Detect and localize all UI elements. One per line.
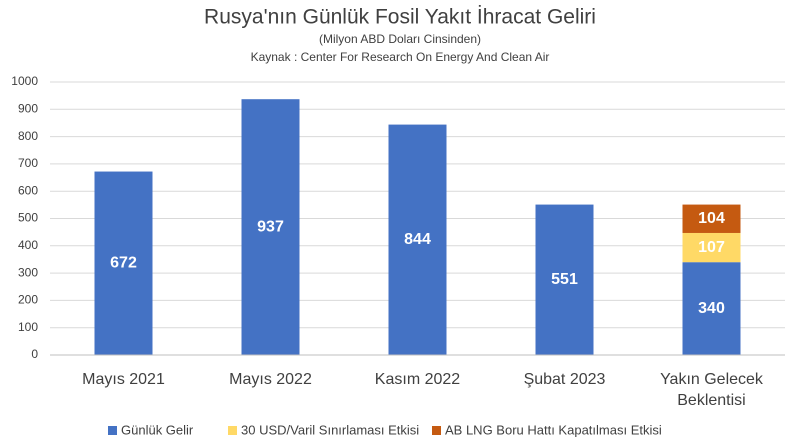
chart-source: Kaynak : Center For Research On Energy A… [251,50,550,64]
data-label: 340 [698,300,725,317]
y-tick-label: 200 [18,293,38,307]
legend-swatch [108,426,117,435]
data-label: 844 [404,231,431,248]
y-tick-label: 700 [18,156,38,170]
legend-label: 30 USD/Varil Sınırlaması Etkisi [241,422,419,437]
bar-segment [241,99,300,355]
y-tick-label: 0 [31,347,38,361]
bar-segment [682,232,741,263]
chart-title: Rusya'nın Günlük Fosil Yakıt İhracat Gel… [204,6,596,29]
data-label: 937 [257,218,284,235]
bar-segment [94,171,153,355]
y-tick-label: 600 [18,183,38,197]
data-label: 104 [698,210,725,227]
bar-segment [682,262,741,355]
y-tick-label: 1000 [11,74,38,88]
y-tick-label: 100 [18,320,38,334]
legend-label: AB LNG Boru Hattı Kapatılması Etkisi [445,422,662,437]
x-tick-label: Yakın Gelecek Beklentisi [660,371,763,409]
x-tick-label: Mayıs 2021 [82,371,165,388]
data-label: 672 [110,254,137,271]
bar-segment [535,204,594,355]
y-tick-label: 900 [18,101,38,115]
chart-subtitle: (Milyon ABD Doları Cinsinden) [319,32,481,46]
legend-swatch [228,426,237,435]
x-tick-label: Kasım 2022 [374,371,461,388]
bar-segment [682,204,741,233]
data-label: 551 [551,271,578,288]
y-tick-label: 500 [18,211,38,225]
bar-segment [388,124,447,355]
data-label: 107 [698,239,725,256]
y-tick-label: 300 [18,265,38,279]
y-tick-label: 800 [18,129,38,143]
legend-swatch [432,426,441,435]
legend-label: Günlük Gelir [121,422,194,437]
x-tick-label: Mayıs 2022 [229,371,312,388]
x-tick-label: Şubat 2023 [523,371,606,388]
y-tick-label: 400 [18,238,38,252]
